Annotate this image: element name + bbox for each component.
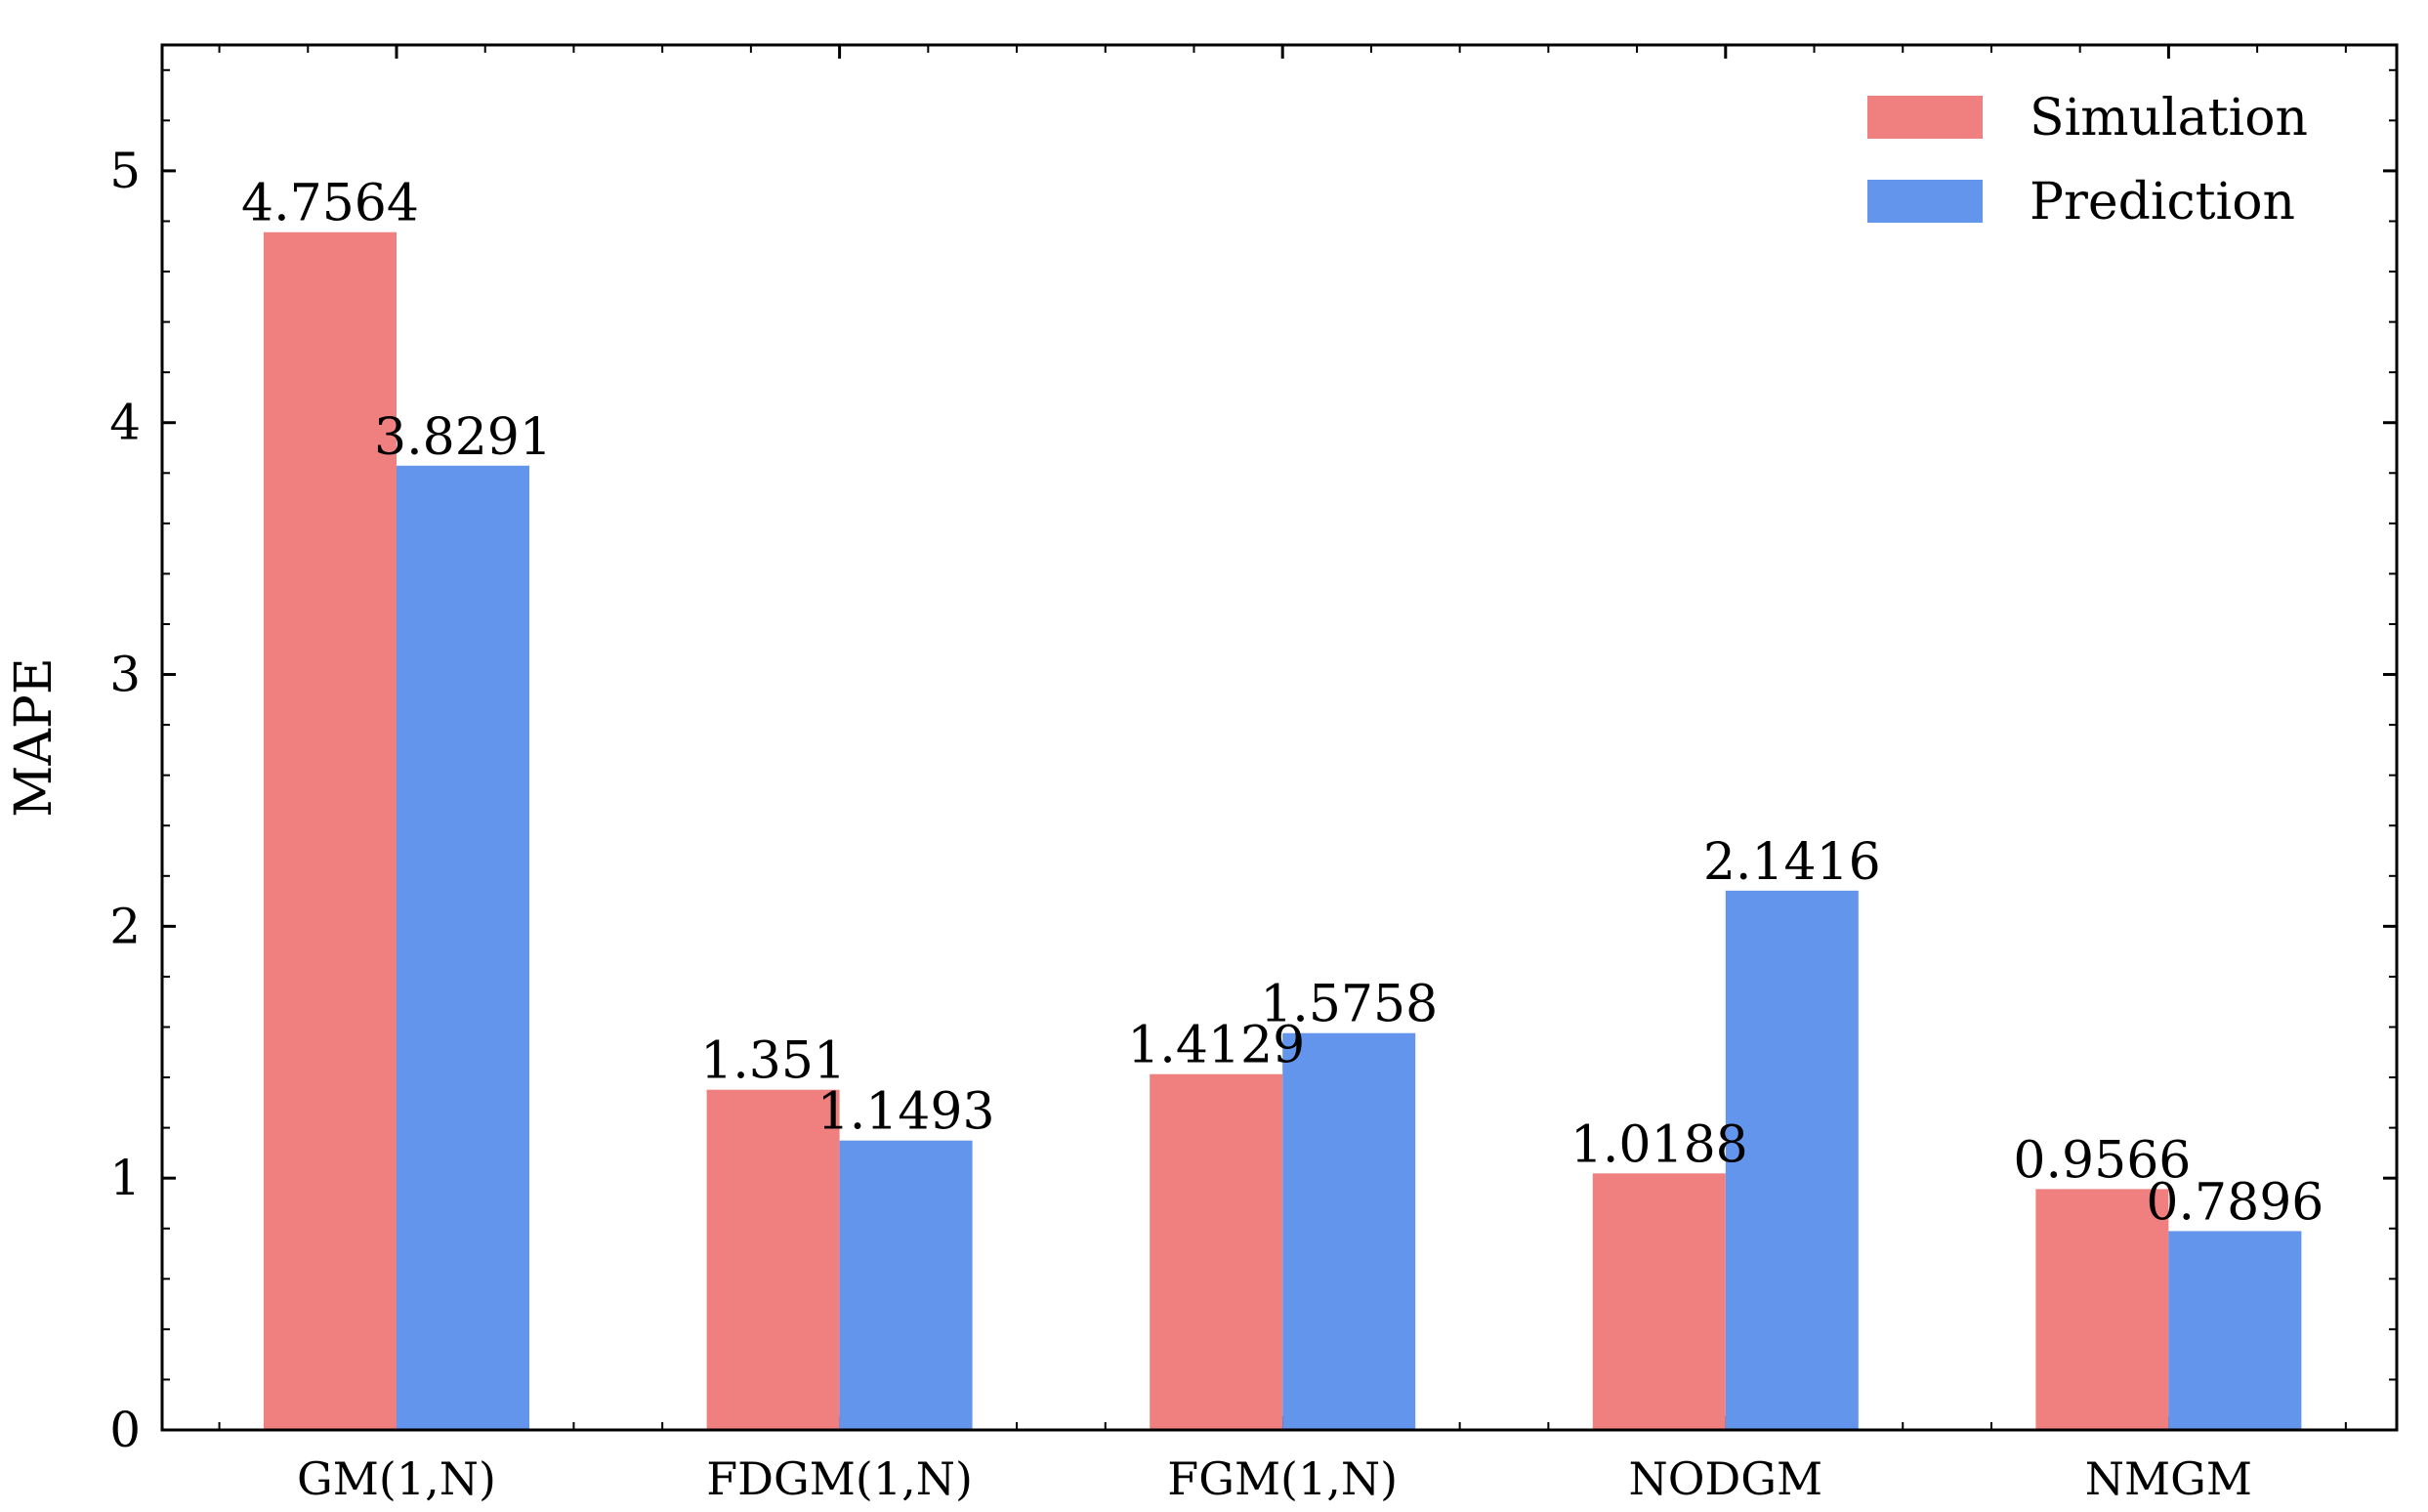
y-tick-label: 5: [109, 143, 141, 199]
data-label: 1.5758: [1260, 976, 1438, 1034]
bar-simulation: [706, 1089, 840, 1430]
bar-prediction: [397, 465, 529, 1430]
y-tick-label: 2: [109, 898, 141, 954]
bar-simulation: [1592, 1173, 1726, 1430]
bar-simulation: [1150, 1073, 1283, 1430]
y-tick-label: 1: [109, 1150, 141, 1206]
bars: [264, 231, 2302, 1430]
y-axis-title: MAPE: [5, 657, 63, 818]
legend-label: Prediction: [2030, 173, 2295, 231]
data-label: 4.7564: [241, 175, 419, 233]
y-tick-label: 3: [109, 647, 141, 703]
legend-swatch-prediction: [1867, 180, 1983, 223]
data-label: 0.9566: [2013, 1131, 2191, 1190]
legend-label: Simulation: [2030, 89, 2308, 147]
legend: Simulation Prediction: [1867, 89, 2308, 231]
bar-prediction: [1282, 1032, 1416, 1430]
data-label: 0.7896: [2146, 1173, 2323, 1232]
x-tick-label: NODGM: [1628, 1452, 1822, 1505]
data-label: 3.8291: [374, 408, 552, 467]
x-tick-label: NMGM: [2085, 1452, 2252, 1505]
bar-prediction: [2168, 1231, 2302, 1430]
bar-simulation: [264, 231, 397, 1430]
data-label: 1.0188: [1570, 1115, 1748, 1174]
y-tick-label: 4: [109, 395, 141, 451]
data-label: 1.351: [700, 1032, 846, 1091]
data-label: 1.1493: [817, 1083, 995, 1142]
data-label: 1.4129: [1127, 1017, 1305, 1075]
x-tick-label: FGM(1,N): [1167, 1452, 1398, 1505]
bar-simulation: [2035, 1189, 2169, 1430]
x-tick-label: FDGM(1,N): [706, 1452, 973, 1505]
y-tick-label: 0: [109, 1402, 141, 1458]
x-tick-label: GM(1,N): [297, 1452, 496, 1505]
bar-prediction: [1725, 890, 1859, 1430]
y-tick-labels: 0 1 2 3 4 5: [109, 143, 141, 1458]
x-tick-labels: GM(1,N) FDGM(1,N) FGM(1,N) NODGM NMGM: [297, 1452, 2252, 1505]
data-label: 2.1416: [1703, 833, 1881, 892]
legend-swatch-simulation: [1867, 96, 1983, 139]
bar-prediction: [839, 1140, 973, 1430]
plot-frame: [160, 43, 2399, 1432]
